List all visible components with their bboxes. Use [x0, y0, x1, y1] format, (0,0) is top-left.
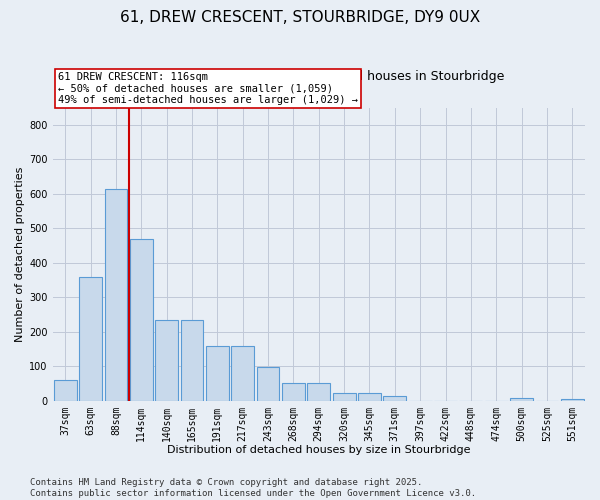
- Bar: [231, 346, 254, 401]
- Bar: [358, 393, 381, 400]
- Y-axis label: Number of detached properties: Number of detached properties: [15, 166, 25, 342]
- Bar: [155, 320, 178, 400]
- Text: Contains HM Land Registry data © Crown copyright and database right 2025.
Contai: Contains HM Land Registry data © Crown c…: [30, 478, 476, 498]
- X-axis label: Distribution of detached houses by size in Stourbridge: Distribution of detached houses by size …: [167, 445, 470, 455]
- Bar: [510, 398, 533, 400]
- Bar: [104, 189, 127, 400]
- Bar: [206, 346, 229, 401]
- Title: Size of property relative to detached houses in Stourbridge: Size of property relative to detached ho…: [133, 70, 505, 83]
- Text: 61 DREW CRESCENT: 116sqm
← 50% of detached houses are smaller (1,059)
49% of sem: 61 DREW CRESCENT: 116sqm ← 50% of detach…: [58, 72, 358, 105]
- Bar: [79, 276, 102, 400]
- Text: 61, DREW CRESCENT, STOURBRIDGE, DY9 0UX: 61, DREW CRESCENT, STOURBRIDGE, DY9 0UX: [120, 10, 480, 25]
- Bar: [257, 367, 280, 400]
- Bar: [130, 238, 152, 400]
- Bar: [54, 380, 77, 400]
- Bar: [181, 320, 203, 400]
- Bar: [307, 384, 330, 400]
- Bar: [282, 384, 305, 400]
- Bar: [333, 393, 356, 400]
- Bar: [561, 399, 584, 400]
- Bar: [383, 396, 406, 400]
